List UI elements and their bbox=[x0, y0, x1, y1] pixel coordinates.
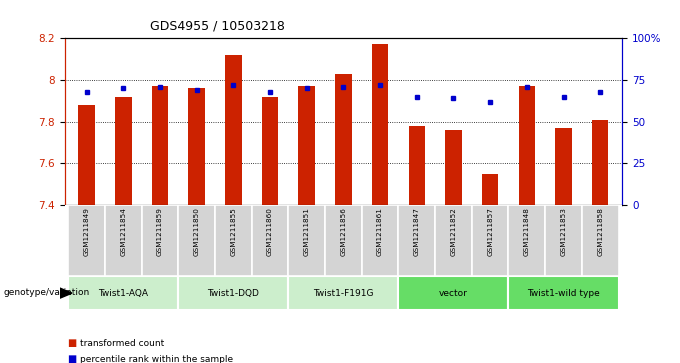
Bar bbox=[592, 119, 609, 205]
Bar bbox=[482, 174, 498, 205]
Bar bbox=[545, 205, 582, 276]
Bar bbox=[472, 205, 509, 276]
Bar bbox=[398, 205, 435, 276]
Text: GSM1211848: GSM1211848 bbox=[524, 207, 530, 256]
Text: GSM1211849: GSM1211849 bbox=[84, 207, 90, 256]
Text: vector: vector bbox=[439, 289, 468, 298]
Bar bbox=[435, 205, 472, 276]
Text: Twist1-wild type: Twist1-wild type bbox=[527, 289, 600, 298]
Text: GSM1211860: GSM1211860 bbox=[267, 207, 273, 256]
Bar bbox=[188, 88, 205, 205]
Polygon shape bbox=[60, 288, 72, 298]
Bar bbox=[509, 205, 545, 276]
Text: GSM1211847: GSM1211847 bbox=[413, 207, 420, 256]
Bar bbox=[398, 276, 509, 310]
Bar bbox=[556, 128, 572, 205]
Text: ■: ■ bbox=[67, 354, 76, 363]
Bar bbox=[445, 130, 462, 205]
Text: GSM1211855: GSM1211855 bbox=[231, 207, 237, 256]
Text: GSM1211850: GSM1211850 bbox=[194, 207, 200, 256]
Text: genotype/variation: genotype/variation bbox=[3, 289, 90, 297]
Bar bbox=[325, 205, 362, 276]
Text: percentile rank within the sample: percentile rank within the sample bbox=[80, 355, 233, 363]
Text: GSM1211851: GSM1211851 bbox=[304, 207, 309, 256]
Bar bbox=[288, 276, 398, 310]
Text: GSM1211859: GSM1211859 bbox=[157, 207, 163, 256]
Bar bbox=[78, 105, 95, 205]
Bar bbox=[509, 276, 619, 310]
Bar bbox=[141, 205, 178, 276]
Bar bbox=[299, 86, 315, 205]
Bar bbox=[372, 44, 388, 205]
Text: GSM1211858: GSM1211858 bbox=[597, 207, 603, 256]
Bar bbox=[105, 205, 141, 276]
Text: transformed count: transformed count bbox=[80, 339, 165, 347]
Bar bbox=[362, 205, 398, 276]
Text: GSM1211856: GSM1211856 bbox=[341, 207, 346, 256]
Bar bbox=[519, 86, 535, 205]
Text: Twist1-DQD: Twist1-DQD bbox=[207, 289, 259, 298]
Bar bbox=[288, 205, 325, 276]
Bar bbox=[152, 86, 168, 205]
Bar bbox=[68, 276, 178, 310]
Bar bbox=[252, 205, 288, 276]
Bar bbox=[335, 74, 352, 205]
Bar bbox=[178, 205, 215, 276]
Bar bbox=[225, 55, 241, 205]
Text: GDS4955 / 10503218: GDS4955 / 10503218 bbox=[150, 20, 284, 33]
Text: GSM1211853: GSM1211853 bbox=[560, 207, 566, 256]
Bar bbox=[178, 276, 288, 310]
Bar bbox=[409, 126, 425, 205]
Text: ■: ■ bbox=[67, 338, 76, 348]
Bar bbox=[262, 97, 278, 205]
Text: GSM1211854: GSM1211854 bbox=[120, 207, 126, 256]
Bar bbox=[582, 205, 619, 276]
Text: GSM1211857: GSM1211857 bbox=[487, 207, 493, 256]
Text: GSM1211861: GSM1211861 bbox=[377, 207, 383, 256]
Bar bbox=[68, 205, 105, 276]
Bar bbox=[115, 97, 131, 205]
Bar bbox=[215, 205, 252, 276]
Text: GSM1211852: GSM1211852 bbox=[450, 207, 456, 256]
Text: Twist1-F191G: Twist1-F191G bbox=[313, 289, 373, 298]
Text: Twist1-AQA: Twist1-AQA bbox=[99, 289, 148, 298]
